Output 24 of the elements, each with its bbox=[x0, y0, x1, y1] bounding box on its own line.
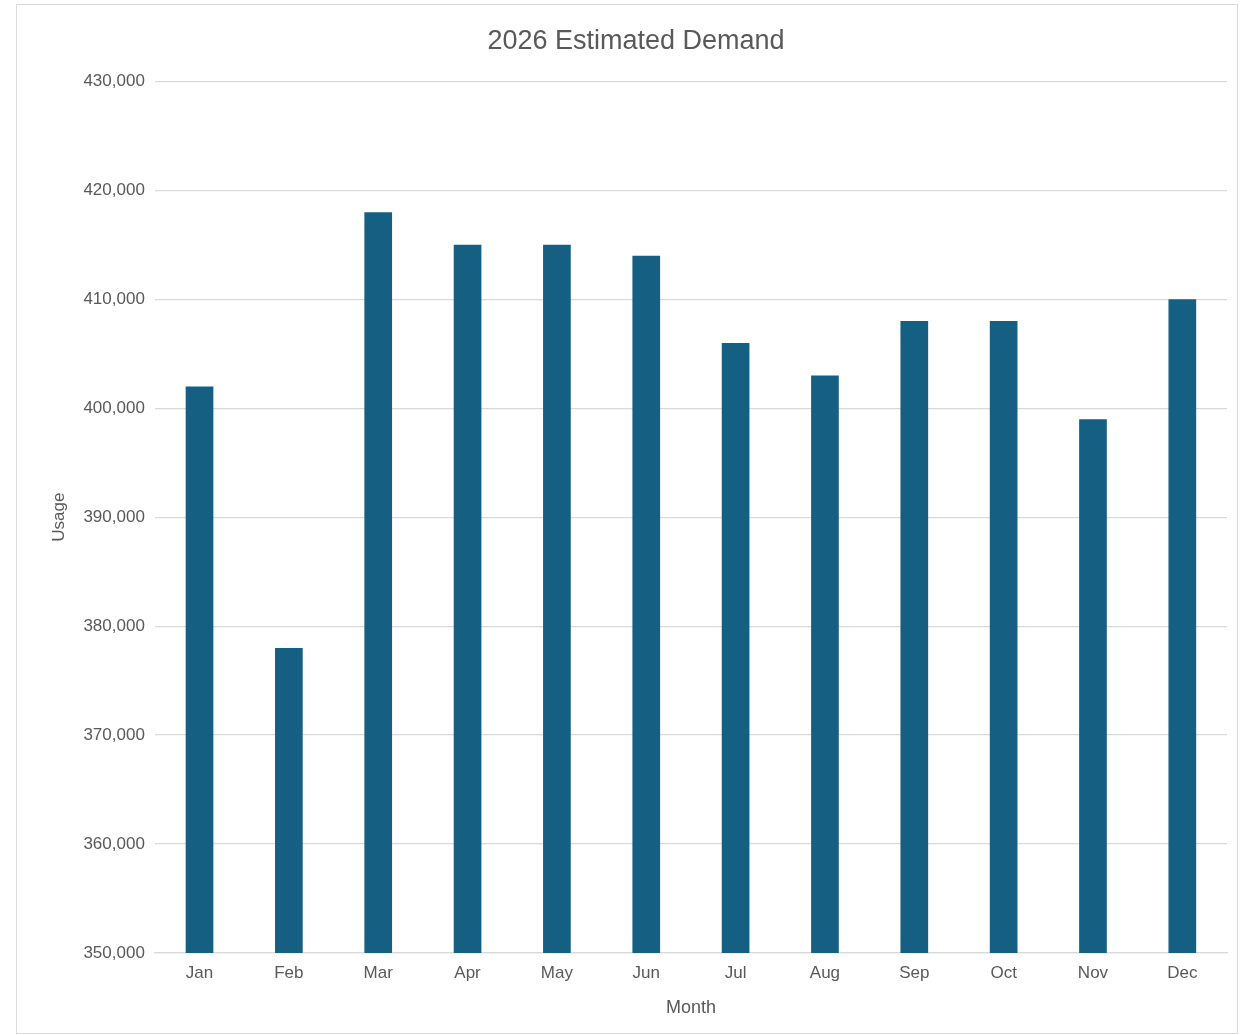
y-tick-label: 410,000 bbox=[83, 288, 145, 308]
x-tick-label: Oct bbox=[990, 962, 1018, 982]
x-tick-label: Aug bbox=[809, 962, 841, 982]
x-tick-label: Mar bbox=[363, 962, 394, 982]
x-tick-label: Nov bbox=[1077, 962, 1109, 982]
x-tick-label: Jun bbox=[632, 962, 660, 982]
x-tick-label: May bbox=[540, 962, 574, 982]
x-tick-label: Apr bbox=[454, 962, 482, 982]
y-tick-label: 370,000 bbox=[83, 724, 145, 744]
y-tick-label: 390,000 bbox=[83, 506, 145, 526]
y-tick-label: 350,000 bbox=[83, 942, 145, 962]
x-axis-title: Month bbox=[665, 997, 716, 1018]
y-tick-label: 400,000 bbox=[83, 397, 145, 417]
x-tick-label: Dec bbox=[1167, 962, 1198, 982]
y-axis-title: Usage bbox=[48, 492, 68, 542]
x-tick-label: Jul bbox=[724, 962, 747, 982]
y-tick-label: 360,000 bbox=[83, 833, 145, 853]
y-tick-label: 430,000 bbox=[83, 71, 145, 91]
x-tick-label: Jan bbox=[185, 962, 214, 982]
x-tick-label: Feb bbox=[274, 962, 304, 982]
chart-title: 2026 Estimated Demand bbox=[487, 24, 785, 55]
x-tick-label: Sep bbox=[899, 962, 930, 982]
y-tick-label: 420,000 bbox=[83, 180, 145, 200]
y-tick-label: 380,000 bbox=[83, 615, 145, 635]
